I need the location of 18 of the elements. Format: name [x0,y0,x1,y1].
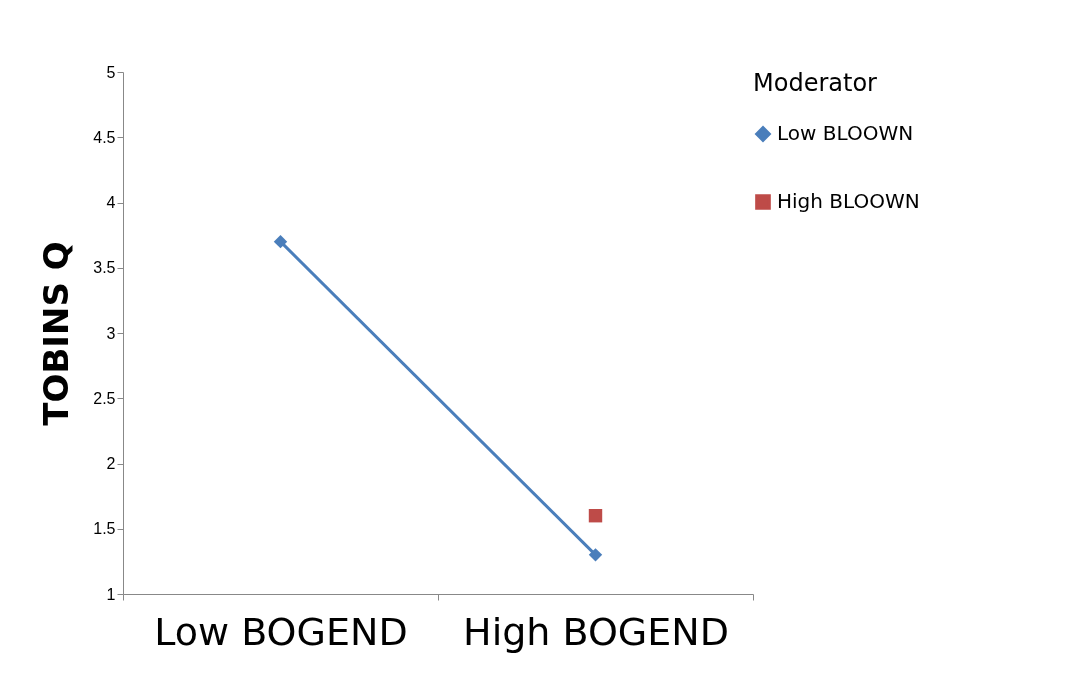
y-tick-label: 3.5 [93,259,116,277]
y-tick-label: 2.5 [93,389,116,407]
legend-label: High BLOOWN [777,189,920,213]
x-tick-label: High BOGEND [463,609,729,654]
x-tick-label: Low BOGEND [154,609,408,654]
y-axis-title: TOBINS Q [36,241,77,426]
y-tick-label: 3 [106,324,116,342]
point [588,548,603,562]
legend-title: Moderator [753,69,878,97]
y-tick-label: 1 [106,585,116,603]
legend-label: Low BLOOWN [777,121,914,145]
y-tick-label: 4 [106,194,116,211]
point [273,234,288,249]
y-tick-label: 2 [106,455,116,472]
y-tick-label: 5 [106,63,116,81]
y-tick-label: 1.5 [93,520,116,538]
point [588,508,603,523]
y-tick-label: 4.5 [93,128,116,146]
